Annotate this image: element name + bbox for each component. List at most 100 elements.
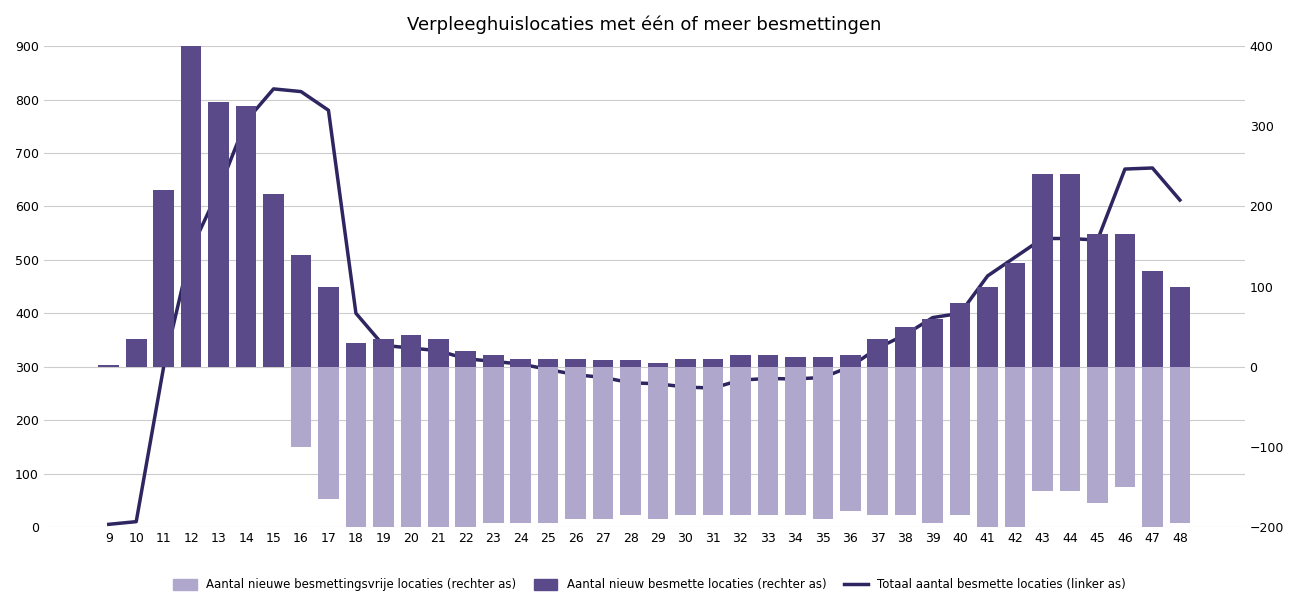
Bar bbox=[730, 355, 751, 367]
Totaal aantal besmette locaties (linker as) bbox=[1144, 164, 1160, 172]
Bar bbox=[621, 367, 640, 515]
Bar bbox=[950, 303, 970, 367]
Bar bbox=[264, 194, 284, 367]
Bar bbox=[181, 0, 201, 367]
Totaal aantal besmette locaties (linker as) bbox=[129, 518, 144, 526]
Bar bbox=[126, 339, 147, 367]
Bar bbox=[785, 367, 805, 515]
Bar bbox=[538, 359, 559, 367]
Totaal aantal besmette locaties (linker as) bbox=[1117, 166, 1133, 173]
Bar bbox=[868, 367, 889, 515]
Bar bbox=[1087, 235, 1108, 367]
Totaal aantal besmette locaties (linker as) bbox=[266, 85, 282, 93]
Bar bbox=[99, 365, 120, 367]
Bar bbox=[1142, 270, 1163, 367]
Bar bbox=[648, 367, 669, 519]
Totaal aantal besmette locaties (linker as) bbox=[843, 363, 859, 370]
Bar bbox=[840, 367, 861, 511]
Bar bbox=[456, 367, 477, 527]
Totaal aantal besmette locaties (linker as) bbox=[156, 363, 171, 370]
Totaal aantal besmette locaties (linker as) bbox=[513, 361, 529, 368]
Bar bbox=[236, 107, 256, 367]
Totaal aantal besmette locaties (linker as) bbox=[238, 117, 253, 125]
Totaal aantal besmette locaties (linker as) bbox=[321, 107, 336, 114]
Totaal aantal besmette locaties (linker as) bbox=[486, 358, 501, 365]
Bar bbox=[373, 339, 394, 367]
Bar bbox=[318, 367, 339, 499]
Bar bbox=[1005, 262, 1025, 367]
Title: Verpleeghuislocaties met één of meer besmettingen: Verpleeghuislocaties met één of meer bes… bbox=[407, 15, 882, 34]
Totaal aantal besmette locaties (linker as) bbox=[294, 88, 309, 95]
Bar bbox=[868, 339, 889, 367]
Totaal aantal besmette locaties (linker as) bbox=[622, 379, 638, 386]
Bar bbox=[1169, 367, 1190, 523]
Totaal aantal besmette locaties (linker as) bbox=[979, 272, 995, 279]
Totaal aantal besmette locaties (linker as) bbox=[403, 344, 418, 352]
Bar bbox=[456, 351, 477, 367]
Totaal aantal besmette locaties (linker as) bbox=[210, 187, 226, 194]
Bar bbox=[483, 355, 504, 367]
Bar bbox=[703, 359, 724, 367]
Bar bbox=[429, 367, 448, 527]
Totaal aantal besmette locaties (linker as) bbox=[375, 342, 391, 349]
Bar bbox=[1142, 367, 1163, 527]
Bar bbox=[1115, 367, 1135, 487]
Bar bbox=[429, 339, 448, 367]
Bar bbox=[1005, 367, 1025, 555]
Bar bbox=[977, 287, 998, 367]
Bar bbox=[565, 359, 586, 367]
Legend: Aantal nieuwe besmettingsvrije locaties (rechter as), Aantal nieuw besmette loca: Aantal nieuwe besmettingsvrije locaties … bbox=[169, 574, 1130, 596]
Totaal aantal besmette locaties (linker as) bbox=[814, 374, 830, 381]
Totaal aantal besmette locaties (linker as) bbox=[787, 376, 803, 383]
Totaal aantal besmette locaties (linker as) bbox=[651, 380, 666, 388]
Bar bbox=[1115, 235, 1135, 367]
Bar bbox=[511, 359, 531, 367]
Totaal aantal besmette locaties (linker as) bbox=[898, 331, 913, 338]
Bar bbox=[1169, 287, 1190, 367]
Totaal aantal besmette locaties (linker as) bbox=[1172, 196, 1187, 203]
Bar bbox=[346, 343, 366, 367]
Bar bbox=[922, 318, 943, 367]
Bar bbox=[621, 361, 640, 367]
Bar bbox=[1060, 367, 1081, 491]
Bar bbox=[346, 367, 366, 543]
Totaal aantal besmette locaties (linker as) bbox=[952, 309, 968, 317]
Bar bbox=[895, 327, 916, 367]
Bar bbox=[840, 355, 861, 367]
Totaal aantal besmette locaties (linker as) bbox=[678, 383, 694, 391]
Totaal aantal besmette locaties (linker as) bbox=[1035, 235, 1051, 242]
Bar bbox=[400, 335, 421, 367]
Bar bbox=[1033, 175, 1053, 367]
Bar bbox=[373, 367, 394, 531]
Bar bbox=[703, 367, 724, 515]
Totaal aantal besmette locaties (linker as) bbox=[760, 375, 776, 382]
Totaal aantal besmette locaties (linker as) bbox=[101, 521, 117, 528]
Bar bbox=[208, 102, 229, 367]
Bar bbox=[1033, 367, 1053, 491]
Bar bbox=[291, 367, 312, 447]
Bar bbox=[538, 367, 559, 523]
Bar bbox=[400, 367, 421, 539]
Bar bbox=[1060, 175, 1081, 367]
Line: Totaal aantal besmette locaties (linker as): Totaal aantal besmette locaties (linker … bbox=[109, 89, 1179, 524]
Bar bbox=[785, 357, 805, 367]
Bar bbox=[922, 367, 943, 523]
Totaal aantal besmette locaties (linker as) bbox=[430, 347, 446, 355]
Bar bbox=[675, 367, 696, 515]
Bar bbox=[950, 367, 970, 515]
Bar bbox=[977, 367, 998, 547]
Bar bbox=[813, 367, 833, 519]
Totaal aantal besmette locaties (linker as) bbox=[870, 344, 886, 352]
Bar bbox=[895, 367, 916, 515]
Bar bbox=[757, 367, 778, 515]
Bar bbox=[318, 287, 339, 367]
Bar bbox=[730, 367, 751, 515]
Bar bbox=[1087, 367, 1108, 503]
Bar bbox=[153, 190, 174, 367]
Totaal aantal besmette locaties (linker as) bbox=[568, 371, 583, 378]
Bar bbox=[291, 255, 312, 367]
Totaal aantal besmette locaties (linker as) bbox=[459, 355, 474, 362]
Totaal aantal besmette locaties (linker as) bbox=[1063, 235, 1078, 242]
Bar bbox=[511, 367, 531, 523]
Bar bbox=[648, 363, 669, 367]
